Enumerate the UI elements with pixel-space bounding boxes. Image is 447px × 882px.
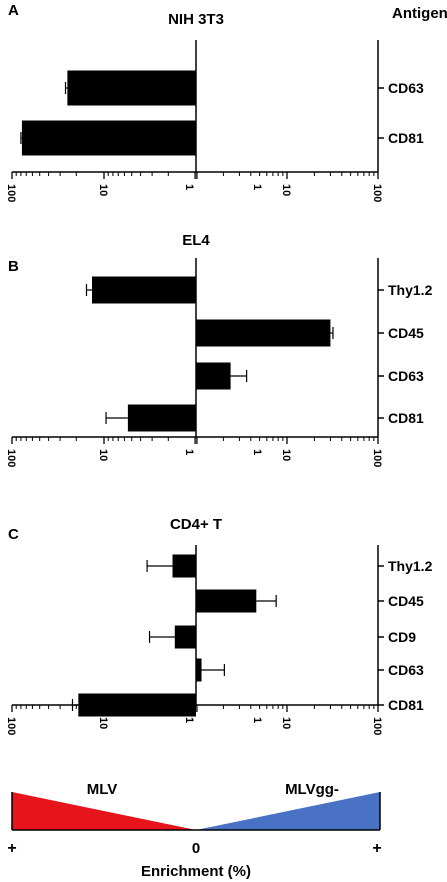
x-tick-label: 10 — [280, 717, 292, 729]
zero-label: 0 — [192, 840, 200, 857]
x-tick-label: 10 — [97, 184, 109, 196]
category-label: CD63 — [388, 80, 424, 96]
bar-cd63 — [67, 70, 196, 106]
x-tick-label: 100 — [5, 449, 17, 467]
x-tick-label: 100 — [371, 717, 383, 735]
bar-cd81 — [127, 404, 196, 432]
category-label: CD81 — [388, 130, 424, 146]
x-tick-label: 1 — [183, 184, 195, 190]
panel-a: A NIH 3T3 CD63 CD81 100 10 1 1 10 100 — [5, 2, 424, 202]
mlvgg-triangle — [196, 792, 380, 830]
panel-letter: B — [8, 258, 19, 275]
mlv-triangle — [12, 792, 196, 830]
category-label: CD45 — [388, 593, 424, 609]
x-tick-label: 100 — [5, 717, 17, 735]
x-tick-label: 10 — [280, 449, 292, 461]
x-tick-label: 1 — [183, 449, 195, 455]
bar-cd81 — [21, 120, 197, 156]
panel-title: EL4 — [182, 232, 210, 249]
mlvgg-label: MLVgg- — [285, 781, 339, 798]
panel-letter: C — [8, 526, 19, 543]
category-label: Thy1.2 — [388, 282, 433, 298]
x-tick-label: 1 — [183, 717, 195, 723]
plus-left-label: + — [7, 840, 16, 857]
bar-cd45 — [196, 319, 331, 347]
category-label: CD81 — [388, 697, 424, 713]
x-tick-label: 10 — [97, 449, 109, 461]
bar-thy1-2 — [172, 554, 196, 578]
x-tick-label: 1 — [251, 717, 263, 723]
panel-title: NIH 3T3 — [168, 11, 224, 28]
x-tick-label: 10 — [280, 184, 292, 196]
category-label: CD63 — [388, 368, 424, 384]
category-label: CD9 — [388, 629, 416, 645]
enrichment-triangle-legend: MLV MLVgg- + 0 + — [7, 781, 381, 857]
plus-right-label: + — [372, 840, 381, 857]
bar-cd63 — [196, 362, 231, 390]
bar-thy1-2 — [92, 276, 196, 304]
bar-cd45 — [196, 589, 257, 613]
enrichment-axis-label: Enrichment (%) — [141, 863, 251, 880]
x-tick-label: 100 — [371, 184, 383, 202]
bar-cd9 — [174, 625, 196, 649]
x-tick-label: 100 — [5, 184, 17, 202]
x-tick-label: 100 — [371, 449, 383, 467]
panel-letter: A — [8, 2, 19, 19]
x-tick-label: 1 — [251, 184, 263, 190]
x-tick-label: 1 — [251, 449, 263, 455]
x-tick-label: 10 — [97, 717, 109, 729]
panel-title: CD4+ T — [170, 516, 222, 533]
panel-c: C CD4+ T Thy1.2 CD45 CD9 CD63 CD81 100 10 1 1 10 100 — [5, 516, 432, 735]
category-label: CD45 — [388, 325, 424, 341]
mlv-label: MLV — [87, 781, 118, 798]
antigen-header: Antigen — [392, 5, 447, 22]
category-label: Thy1.2 — [388, 558, 433, 574]
bar-cd63 — [196, 658, 202, 682]
category-label: CD63 — [388, 662, 424, 678]
category-label: CD81 — [388, 410, 424, 426]
panel-b: B EL4 Thy1.2 CD45 CD63 CD81 100 10 1 1 10 100 — [5, 232, 432, 467]
